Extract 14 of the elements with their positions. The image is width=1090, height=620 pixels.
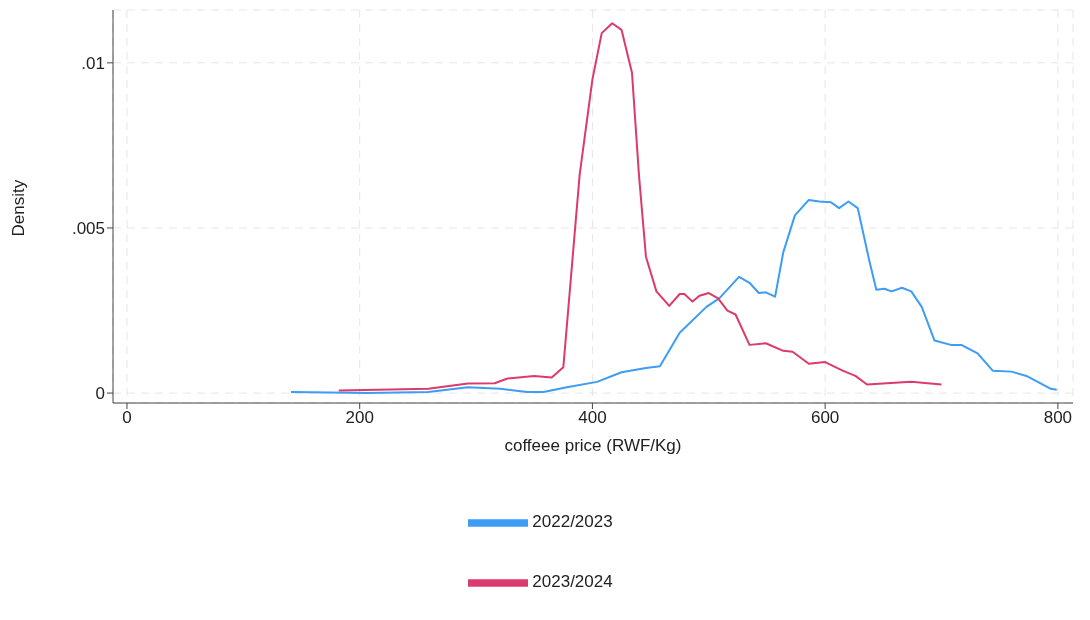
y-tick-label: .005 [71, 219, 105, 238]
x-tick-label: 800 [1043, 408, 1073, 428]
y-tick-label: .01 [81, 53, 105, 73]
line-series [290, 198, 1058, 395]
y-axis-title: Density [9, 179, 29, 237]
x-tick-label: 600 [810, 408, 840, 428]
x-tick-label: 400 [578, 408, 607, 428]
x-tick-label: 200 [345, 408, 374, 428]
x-axis-title: coffeee price (RWF/Kg) [504, 436, 682, 455]
y-tick-label: 0 [95, 384, 105, 404]
line-series [337, 22, 943, 392]
legend-label: 2023/2024 [532, 572, 613, 592]
x-tick-label: 0 [122, 408, 132, 428]
legend-label: 2022/2023 [532, 512, 613, 532]
